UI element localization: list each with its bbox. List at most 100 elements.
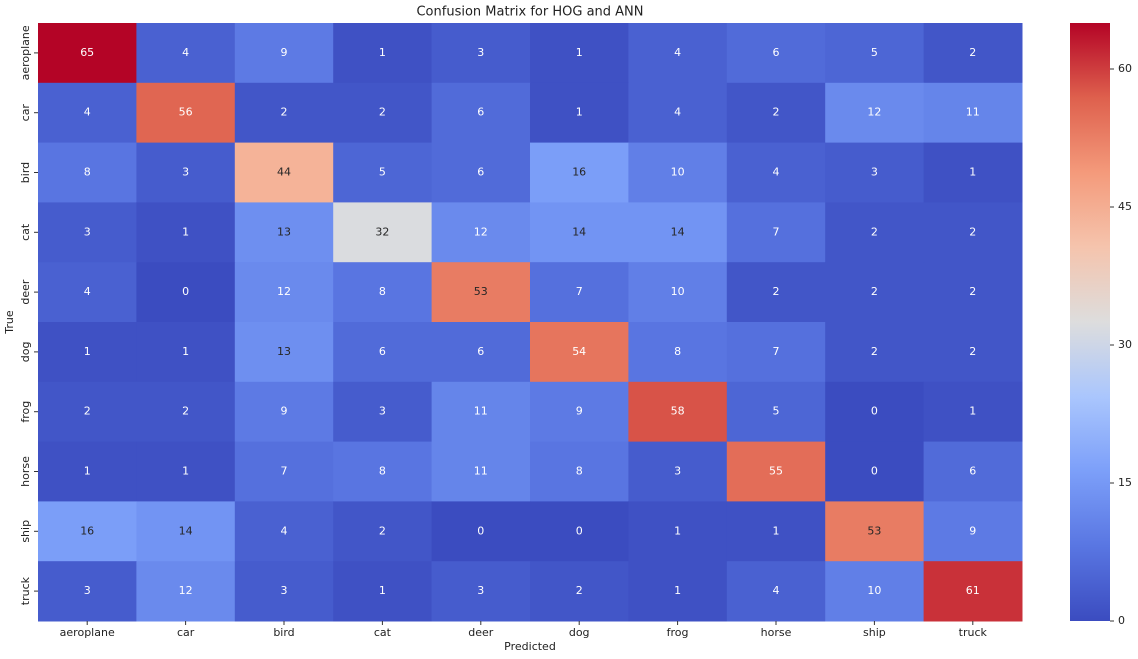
cell-label: 3 <box>281 584 288 597</box>
heatmap-cell <box>136 202 236 263</box>
cell-label: 5 <box>379 166 386 179</box>
heatmap-cell <box>431 262 531 323</box>
cell-label: 0 <box>182 285 189 298</box>
heatmap-cell <box>431 82 531 144</box>
heatmap-cell <box>136 561 236 622</box>
cell-label: 54 <box>572 345 586 358</box>
heatmap-cell <box>136 381 236 443</box>
cell-label: 6 <box>379 345 386 358</box>
cell-label: 12 <box>277 285 291 298</box>
heatmap-cell <box>38 262 137 323</box>
cell-label: 2 <box>773 285 780 298</box>
heatmap-cell <box>234 82 334 144</box>
x-tick-label: ship <box>863 626 886 639</box>
cell-label: 4 <box>281 524 288 537</box>
cell-label: 13 <box>277 345 291 358</box>
cell-label: 2 <box>281 106 288 119</box>
cell-label: 1 <box>379 46 386 59</box>
cell-label: 6 <box>477 345 484 358</box>
heatmap-cell <box>530 142 629 203</box>
heatmap-cell <box>136 23 236 84</box>
heatmap-cell <box>431 23 531 84</box>
cell-label: 1 <box>576 106 583 119</box>
cell-label: 11 <box>474 465 488 478</box>
cell-label: 1 <box>969 405 976 418</box>
cell-label: 4 <box>773 166 780 179</box>
cell-label: 3 <box>182 166 189 179</box>
heatmap-cell <box>38 501 137 562</box>
heatmap-cell <box>333 501 433 562</box>
heatmap-cell <box>333 561 433 622</box>
cell-label: 9 <box>576 405 583 418</box>
cell-label: 14 <box>572 225 586 238</box>
heatmap-cell <box>825 82 925 144</box>
cell-label: 11 <box>966 106 980 119</box>
heatmap-cell <box>923 142 1023 203</box>
cell-label: 0 <box>576 524 583 537</box>
heatmap-cell <box>726 322 826 383</box>
heatmap-cell <box>234 561 334 622</box>
cell-label: 1 <box>182 345 189 358</box>
cell-label: 13 <box>277 225 291 238</box>
heatmap-cell <box>234 501 334 562</box>
cell-label: 1 <box>84 465 91 478</box>
cell-label: 14 <box>179 524 193 537</box>
heatmap-cell <box>38 82 137 144</box>
cell-label: 6 <box>969 465 976 478</box>
y-tick-label: aeroplane <box>19 25 32 80</box>
heatmap-cell <box>726 82 826 144</box>
heatmap-cell <box>234 381 334 443</box>
cell-label: 53 <box>474 285 488 298</box>
heatmap-cell <box>923 262 1023 323</box>
heatmap-cell <box>136 142 236 203</box>
heatmap-cell <box>136 262 236 323</box>
cell-label: 4 <box>84 285 91 298</box>
heatmap-cell <box>726 23 826 84</box>
y-tick-label: ship <box>19 520 32 543</box>
cell-label: 16 <box>80 524 94 537</box>
cell-label: 8 <box>379 465 386 478</box>
cell-label: 0 <box>477 524 484 537</box>
y-tick-label: car <box>19 104 32 122</box>
cell-label: 1 <box>576 46 583 59</box>
heatmap-cell <box>628 441 728 502</box>
cell-label: 1 <box>182 225 189 238</box>
cell-label: 6 <box>773 46 780 59</box>
colorbar <box>1070 23 1110 621</box>
colorbar-tick-label: 15 <box>1118 476 1132 489</box>
cell-label: 1 <box>182 465 189 478</box>
heatmap-cell <box>726 501 826 562</box>
cell-label: 10 <box>671 285 685 298</box>
cell-label: 10 <box>671 166 685 179</box>
cell-label: 2 <box>969 345 976 358</box>
chart-title: Confusion Matrix for HOG and ANN <box>416 5 643 20</box>
heatmap-cell <box>825 202 925 263</box>
heatmap-cell <box>530 441 629 502</box>
cell-label: 3 <box>379 405 386 418</box>
heatmap-cell <box>530 262 629 323</box>
heatmap-cell <box>38 441 137 502</box>
cell-label: 1 <box>969 166 976 179</box>
heatmap-cell <box>333 322 433 383</box>
heatmap-cell <box>726 262 826 323</box>
x-tick-label: frog <box>667 626 689 639</box>
heatmap-cell <box>38 381 137 443</box>
heatmap-cell <box>628 381 728 443</box>
heatmap-cell <box>333 202 433 263</box>
heatmap-cell <box>628 262 728 323</box>
cell-label: 7 <box>773 345 780 358</box>
cell-label: 5 <box>871 46 878 59</box>
x-tick-label: bird <box>273 626 294 639</box>
cell-label: 4 <box>182 46 189 59</box>
x-tick-label: cat <box>374 626 392 639</box>
heatmap-cell <box>38 142 137 203</box>
cell-label: 1 <box>674 584 681 597</box>
cell-label: 5 <box>773 405 780 418</box>
cell-label: 3 <box>84 225 91 238</box>
cell-label: 2 <box>379 524 386 537</box>
x-tick-label: dog <box>569 626 590 639</box>
cell-label: 8 <box>379 285 386 298</box>
heatmap-cell <box>234 142 334 203</box>
cell-label: 6 <box>477 166 484 179</box>
